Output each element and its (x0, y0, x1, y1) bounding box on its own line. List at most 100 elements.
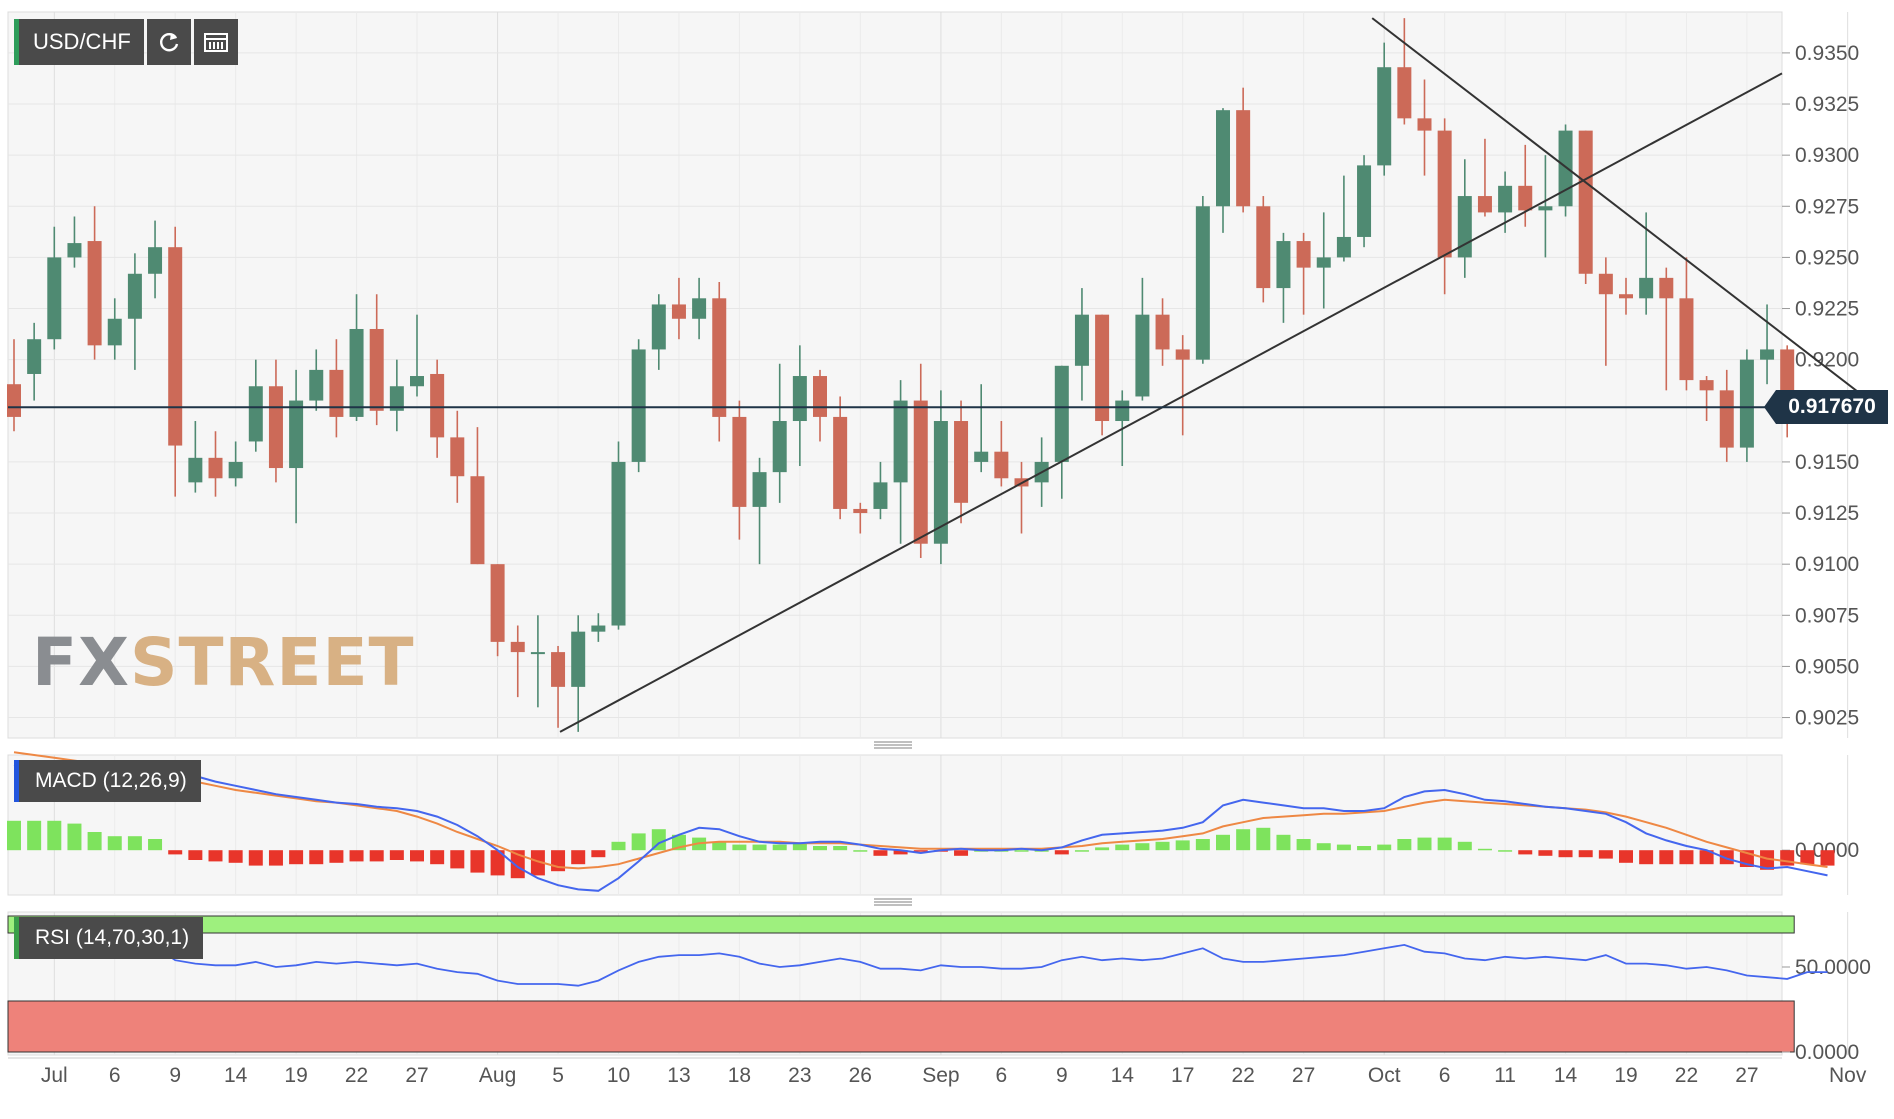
macd-histogram-bar (329, 850, 344, 863)
macd-histogram-bar (833, 846, 848, 851)
macd-histogram-bar (853, 850, 868, 852)
y-tick-label: 0.9150 (1795, 451, 1859, 474)
macd-histogram-bar (1216, 834, 1230, 851)
y-tick-label: 0.9125 (1795, 502, 1859, 525)
macd-histogram-bar (369, 850, 384, 862)
candle-body (1437, 130, 1452, 258)
macd-histogram-bar (510, 850, 525, 879)
candle-body (1679, 298, 1694, 381)
y-tick-label: 50.0000 (1795, 956, 1871, 979)
x-tick-label: 22 (345, 1064, 368, 1087)
macd-histogram-bar (591, 850, 606, 858)
macd-histogram-bar (1659, 850, 1674, 865)
refresh-button[interactable] (147, 19, 191, 65)
macd-histogram-bar (611, 841, 626, 851)
rsi-oversold-band (7, 1000, 1795, 1053)
x-tick-label: 23 (788, 1064, 811, 1087)
x-tick-label: Jul (41, 1064, 68, 1087)
candle-body (148, 247, 163, 274)
candle-body (873, 482, 888, 509)
candle-body (671, 304, 686, 319)
macd-histogram-bar (389, 850, 404, 860)
candle-body (933, 421, 948, 544)
macd-histogram-bar (1538, 850, 1553, 856)
macd-histogram-bar (7, 820, 21, 851)
x-tick-label: Nov (1829, 1064, 1867, 1087)
candle-body (228, 461, 243, 479)
candle-body (7, 384, 21, 417)
x-tick-label: Oct (1368, 1064, 1401, 1087)
candle-body (1095, 314, 1110, 422)
macd-histogram-bar (1155, 841, 1170, 851)
candle-body (913, 400, 928, 544)
candle-body (127, 273, 142, 319)
candle-body (1195, 206, 1210, 360)
candle-body (1598, 273, 1613, 295)
candle-body (470, 476, 485, 565)
candle-body (1639, 277, 1654, 299)
symbol-button[interactable]: USD/CHF (14, 19, 144, 65)
macd-histogram-bar (1800, 850, 1815, 865)
macd-histogram-bar (954, 850, 969, 856)
price-panel (7, 11, 1783, 739)
x-tick-label: 22 (1231, 1064, 1254, 1087)
candle-body (1135, 314, 1150, 397)
candle-body (1377, 67, 1392, 166)
candle-body (792, 376, 807, 422)
candle-body (712, 298, 727, 417)
macd-histogram-bar (107, 836, 122, 851)
calendar-button[interactable] (194, 19, 238, 65)
macd-histogram-bar (1578, 850, 1593, 858)
macd-histogram-bar (732, 844, 747, 851)
candle-body (27, 339, 42, 374)
macd-histogram-bar (1558, 850, 1573, 858)
macd-histogram-bar (1276, 834, 1291, 851)
candle-body (1477, 196, 1492, 213)
candle-body (1417, 118, 1432, 131)
macd-histogram-bar (1095, 847, 1110, 851)
candle-body (87, 241, 102, 346)
candle-body (1074, 314, 1089, 366)
x-tick-label: 14 (1111, 1064, 1135, 1087)
y-tick-label: 0.9325 (1795, 93, 1859, 116)
candle-body (47, 257, 62, 340)
candle-body (571, 631, 586, 687)
candle-body (490, 564, 505, 642)
y-tick-label: 0.9300 (1795, 144, 1859, 167)
candle-body (1256, 206, 1271, 289)
calendar-icon (204, 33, 228, 52)
macd-histogram-bar (268, 850, 283, 866)
macd-histogram-bar (1719, 850, 1734, 865)
candle-body (1739, 359, 1754, 448)
macd-histogram-bar (1336, 844, 1351, 851)
macd-histogram-bar (1498, 850, 1513, 852)
x-tick-label: Aug (479, 1064, 516, 1087)
macd-histogram-bar (1296, 839, 1311, 851)
candle-body (1397, 67, 1412, 119)
x-tick-label: 19 (1614, 1064, 1637, 1087)
logo-street: STREET (129, 624, 415, 701)
macd-histogram-bar (1679, 850, 1694, 865)
macd-histogram-bar (1256, 827, 1271, 851)
candle-body (248, 386, 263, 442)
y-tick-label: 0.9275 (1795, 195, 1859, 218)
y-tick-label: 0.9350 (1795, 42, 1859, 65)
candle-body (1296, 241, 1311, 268)
candle-body (1316, 257, 1331, 268)
y-tick-label: 0.9250 (1795, 246, 1859, 269)
macd-histogram-bar (792, 843, 807, 851)
panel-resize-handle (874, 898, 912, 906)
candle-body (1336, 236, 1351, 258)
candle-body (208, 457, 223, 479)
macd-histogram-bar (1074, 850, 1089, 852)
rsi-legend[interactable]: RSI (14,70,30,1) (14, 917, 204, 959)
candle-body (1578, 130, 1593, 274)
candle-body (974, 451, 989, 462)
x-tick-label: 5 (552, 1064, 564, 1087)
candle-body (752, 472, 767, 507)
macd-histogram-bar (47, 820, 62, 851)
macd-histogram-bar (1135, 843, 1150, 851)
macd-legend[interactable]: MACD (12,26,9) (14, 760, 201, 802)
logo-fx: FX (32, 624, 130, 701)
